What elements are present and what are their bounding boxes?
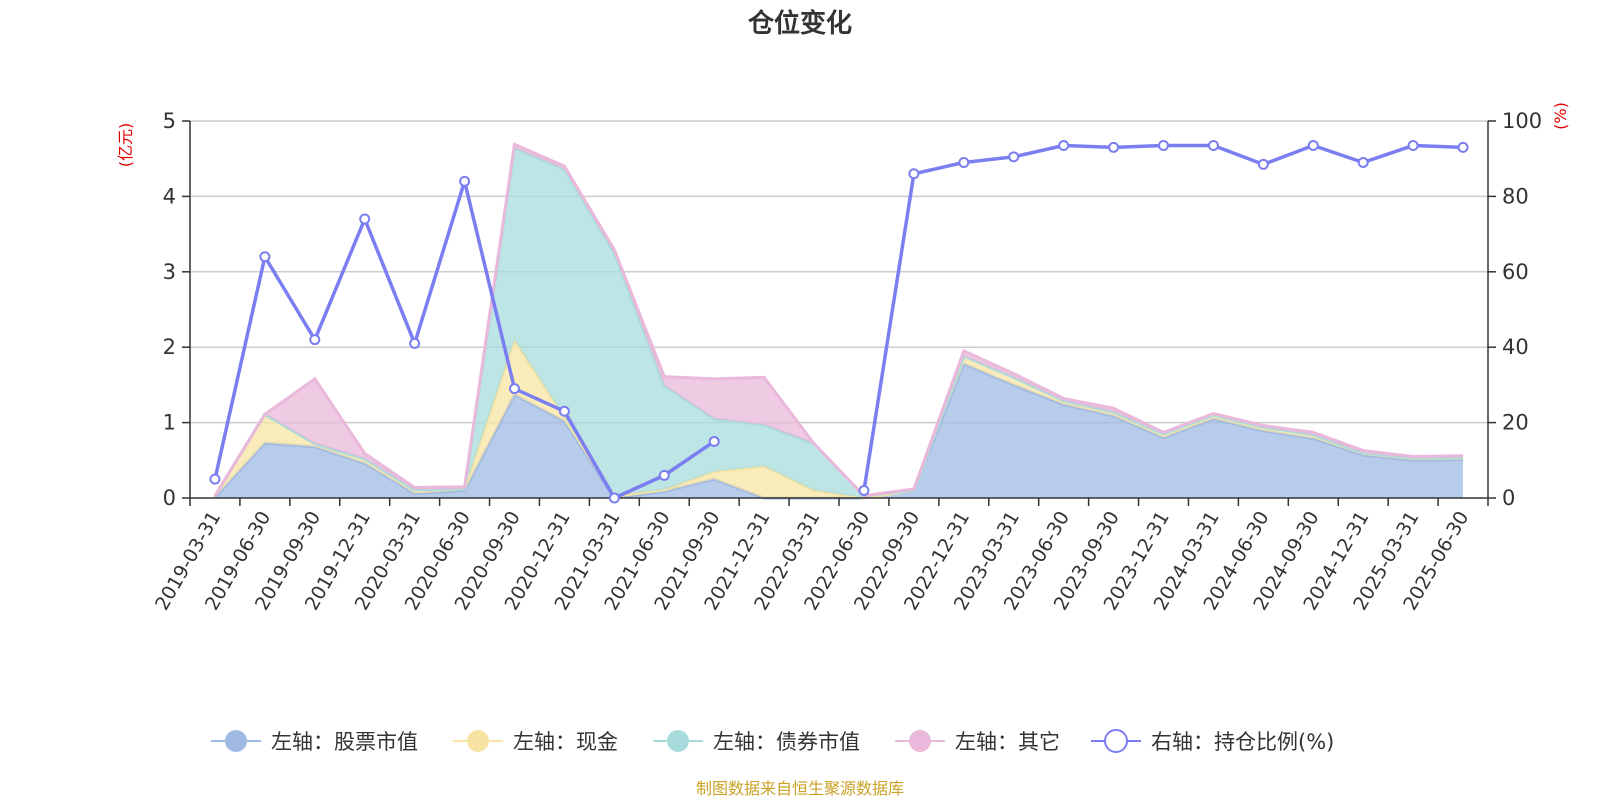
left-tick-label: 4: [163, 184, 176, 208]
area-layer: [213, 142, 1464, 500]
holding-ratio-point: [1207, 140, 1219, 152]
right-tick-label: 40: [1502, 335, 1529, 359]
right-tick-label: 20: [1502, 411, 1529, 435]
area-左轴：现金: [214, 340, 1464, 498]
holding-ratio-point: [958, 156, 970, 168]
right-axis-unit: (%): [1551, 102, 1570, 130]
holding-ratio-point: [459, 175, 471, 187]
right-tick-label: 60: [1502, 260, 1529, 284]
left-tick-label: 3: [163, 260, 176, 284]
holding-ratio-point: [259, 251, 271, 263]
holding-ratio-point: [509, 383, 520, 395]
legend-label-3: 左轴：其它: [955, 730, 1060, 754]
holding-ratio-point: [1058, 140, 1070, 152]
holding-ratio-point: [1008, 151, 1020, 163]
grid-layer: [190, 120, 1488, 424]
left-axis-unit: (亿元): [116, 123, 135, 168]
right-tick-label: 100: [1502, 109, 1542, 133]
holding-ratio-point: [908, 168, 920, 180]
area-左轴：债券市值: [214, 148, 1464, 499]
left-tick-label: 5: [163, 109, 176, 133]
legend-marker-1: [467, 730, 489, 752]
legend-label-0: 左轴：股票市值: [271, 730, 418, 754]
right-tick-label: 80: [1502, 184, 1529, 208]
holding-ratio-point: [608, 492, 620, 504]
holding-ratio-point: [409, 337, 421, 349]
holding-ratio-point: [1357, 156, 1369, 168]
holding-ratio-point: [1158, 140, 1169, 152]
legend: 左轴：股票市值 左轴：现金 左轴：债券市值 左轴：其它 右轴：持仓比例(%): [211, 729, 1334, 754]
legend-label-4: 右轴：持仓比例(%): [1151, 730, 1334, 754]
axis-layer: 0123450204060801002019-03-312019-06-3020…: [151, 109, 1542, 614]
left-tick-label: 2: [163, 335, 176, 359]
line-layer: [209, 140, 1469, 504]
left-tick-label: 0: [163, 486, 176, 510]
legend-label-2: 左轴：债券市值: [713, 730, 860, 754]
legend-marker-0: [225, 730, 247, 752]
holding-ratio-point: [1307, 140, 1319, 152]
legend-marker-2: [667, 730, 689, 752]
holding-ratio-point: [1257, 158, 1269, 170]
holding-ratio-point: [359, 213, 371, 225]
right-tick-label: 0: [1502, 486, 1515, 510]
holding-ratio-point: [1407, 140, 1419, 152]
holding-ratio-point: [1457, 141, 1469, 153]
source-note: 制图数据来自恒生聚源数据库: [696, 779, 904, 798]
holding-ratio-point: [658, 469, 670, 481]
left-tick-label: 1: [163, 411, 176, 435]
area-左轴：股票市值: [214, 363, 1464, 498]
holding-ratio-point: [1108, 141, 1120, 153]
chart-title: 仓位变化: [747, 8, 852, 39]
legend-label-1: 左轴：现金: [513, 730, 618, 754]
legend-marker-4: [1104, 729, 1128, 753]
holding-ratio-point: [858, 484, 870, 496]
holding-ratio-point: [309, 334, 321, 346]
holding-ratio-point: [558, 405, 570, 417]
legend-marker-3: [909, 730, 931, 752]
holding-ratio-point: [209, 473, 221, 485]
area-edge-左轴：其它: [213, 142, 1464, 498]
holding-ratio-point: [708, 435, 720, 447]
